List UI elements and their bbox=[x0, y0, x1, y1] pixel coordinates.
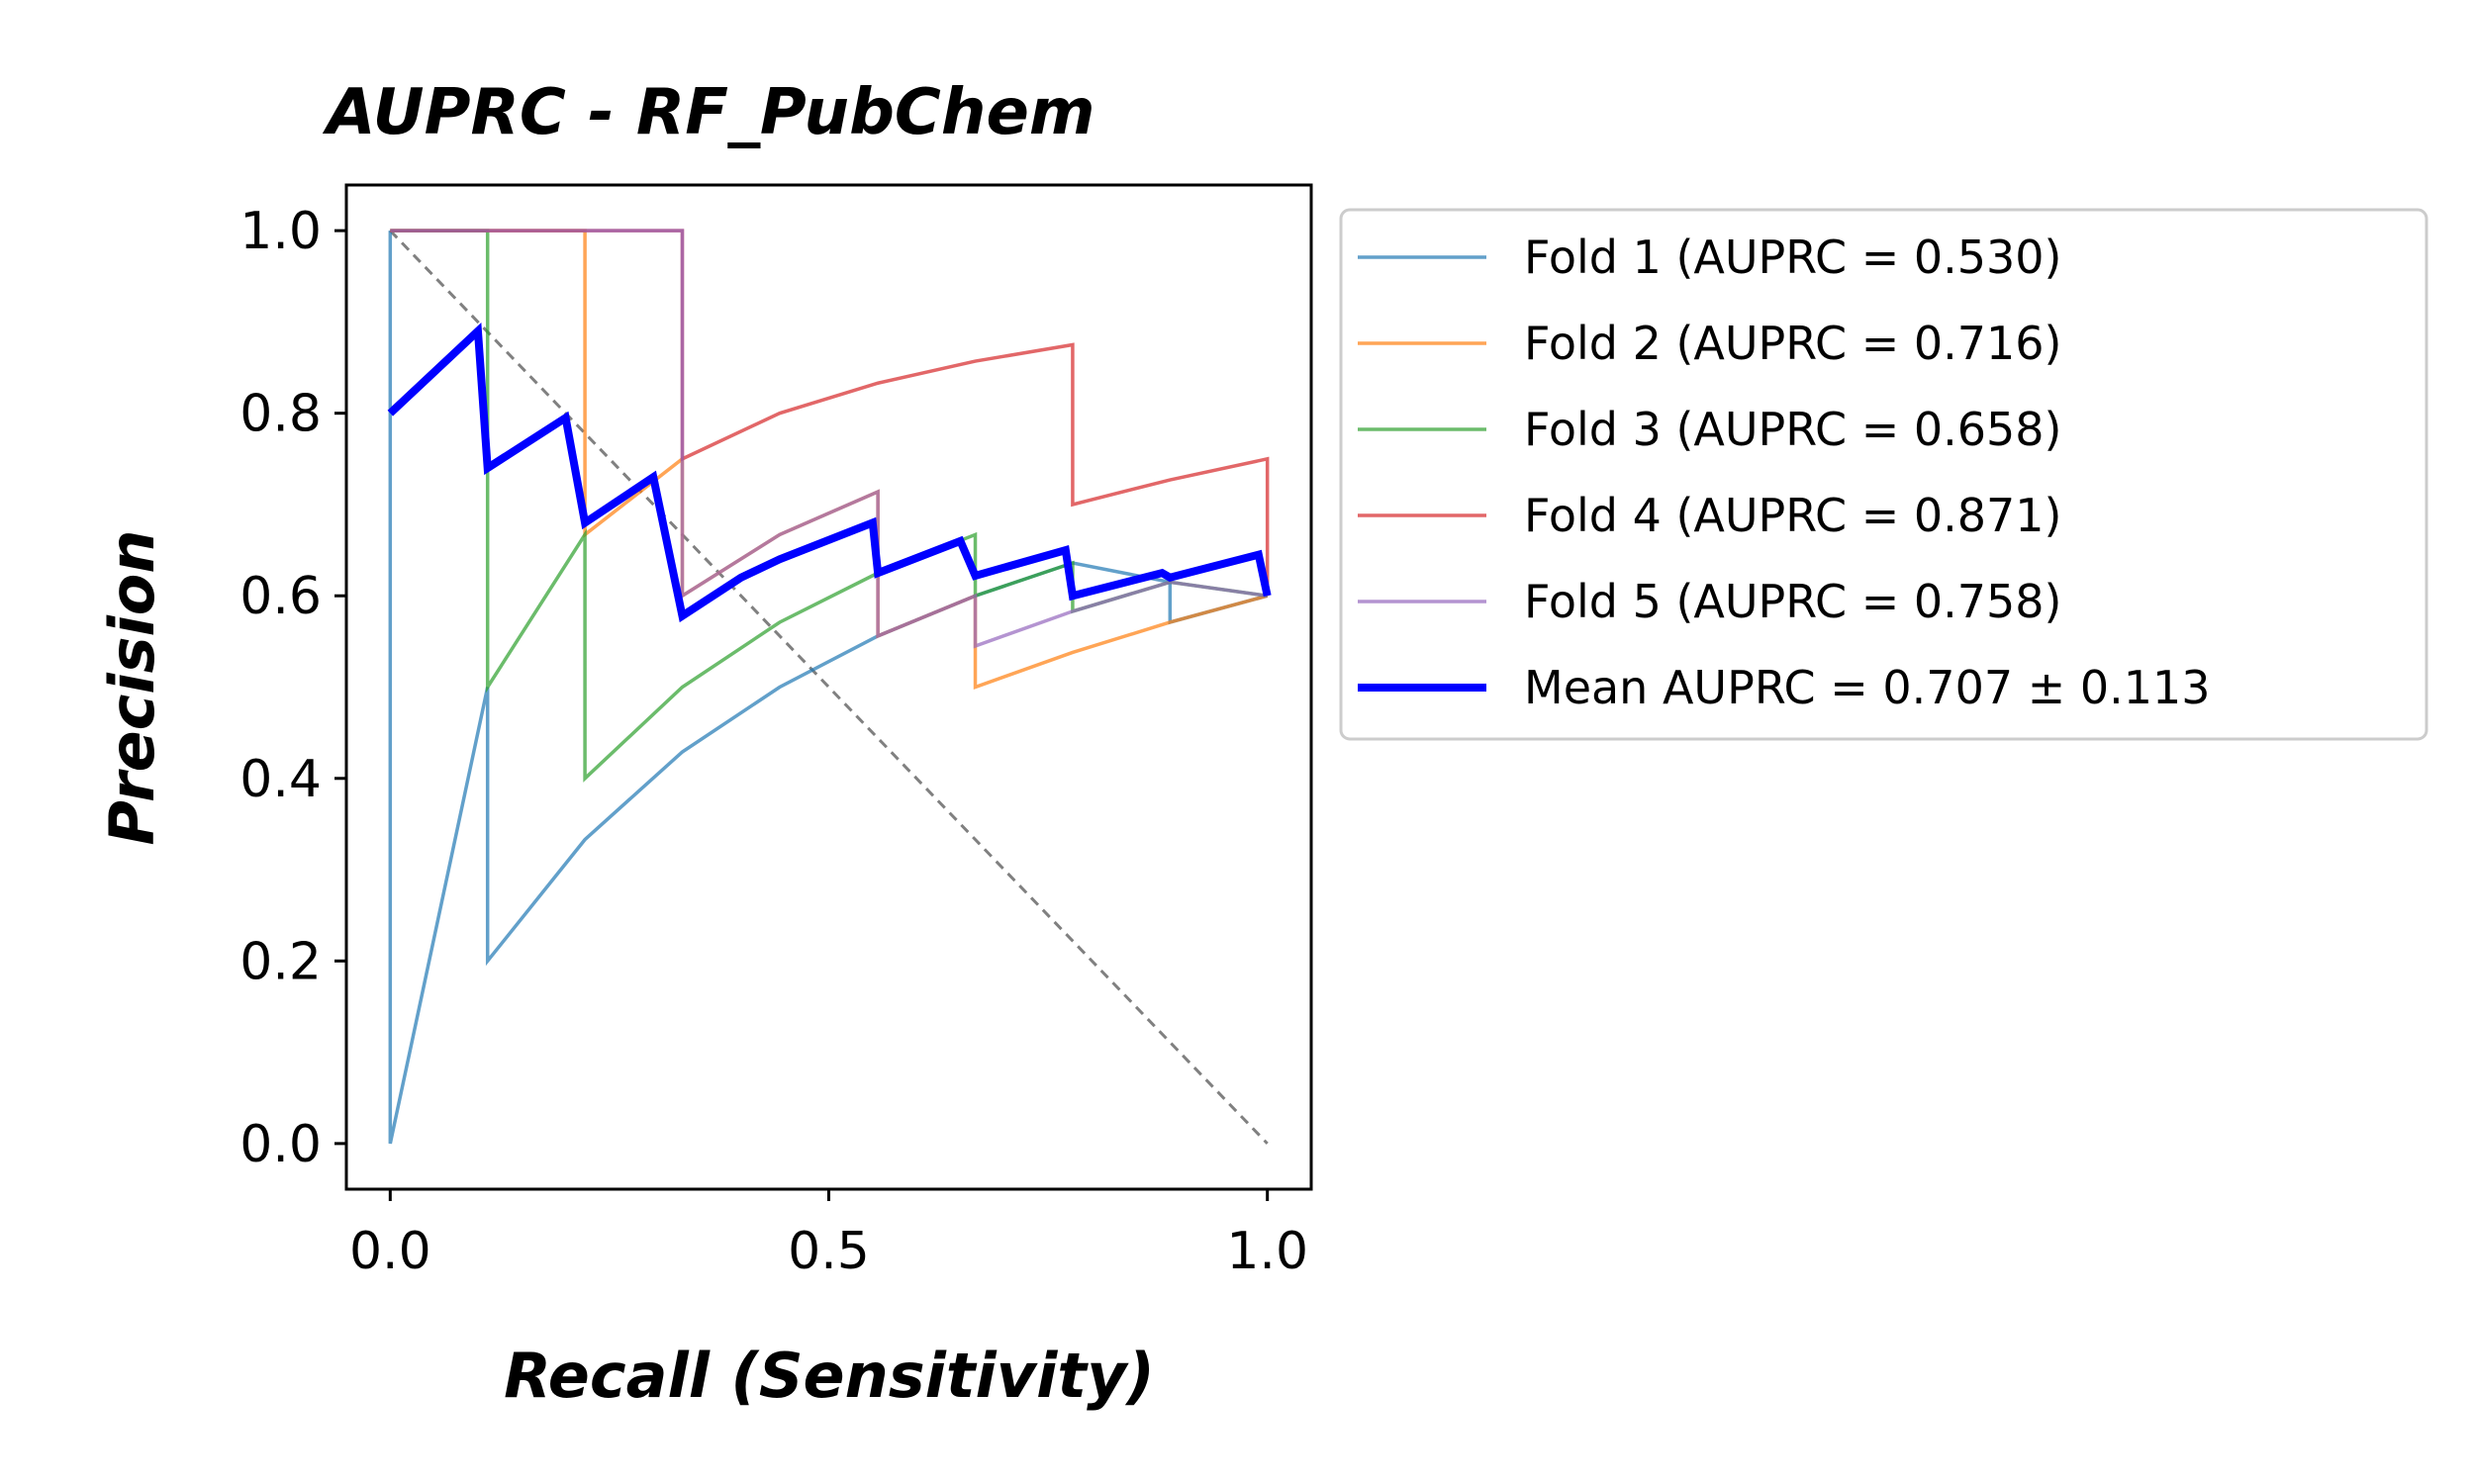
legend-box bbox=[1339, 208, 2428, 741]
legend-label-fold-2-auprc-0-716: Fold 2 (AUPRC = 0.716) bbox=[1524, 317, 2062, 370]
y-tick-label: 0.2 bbox=[239, 932, 322, 991]
x-tick-label: 1.0 bbox=[1226, 1222, 1308, 1281]
mean-curve bbox=[387, 322, 1272, 623]
fold-5-curve bbox=[390, 229, 1268, 649]
legend-label-mean-auprc-0-707-0-113: Mean AUPRC = 0.707 ± 0.113 bbox=[1524, 661, 2211, 714]
y-tick-label: 0.6 bbox=[239, 567, 322, 626]
y-tick-label: 1.0 bbox=[239, 202, 322, 261]
x-axis-label: Recall (Sensitivity) bbox=[504, 1340, 1155, 1412]
legend-label-fold-4-auprc-0-871: Fold 4 (AUPRC = 0.871) bbox=[1524, 489, 2062, 542]
diagonal-reference-line bbox=[389, 230, 1269, 1145]
tick-group: 0.0 0.5 1.0 0.0 0.2 0.4 0.6 0.8 1.0 bbox=[239, 202, 1308, 1281]
legend-label-fold-1-auprc-0-530: Fold 1 (AUPRC = 0.530) bbox=[1524, 231, 2062, 284]
legend-label-fold-3-auprc-0-658: Fold 3 (AUPRC = 0.658) bbox=[1524, 403, 2062, 456]
y-tick-label: 0.0 bbox=[239, 1115, 322, 1174]
chart-title: AUPRC - RF_PubChem bbox=[322, 76, 1095, 149]
y-axis-label: Precision bbox=[96, 529, 168, 845]
y-tick-label: 0.4 bbox=[239, 750, 322, 809]
x-tick-label: 0.5 bbox=[788, 1222, 870, 1281]
y-tick-label: 0.8 bbox=[239, 385, 322, 444]
fold-3-curve bbox=[390, 229, 1268, 783]
legend-label-fold-5-auprc-0-758: Fold 5 (AUPRC = 0.758) bbox=[1524, 575, 2062, 628]
plot-area bbox=[387, 229, 1272, 1145]
x-tick-label: 0.0 bbox=[349, 1222, 431, 1281]
legend: Fold 1 (AUPRC = 0.530) Fold 2 (AUPRC = 0.… bbox=[1339, 208, 2428, 741]
